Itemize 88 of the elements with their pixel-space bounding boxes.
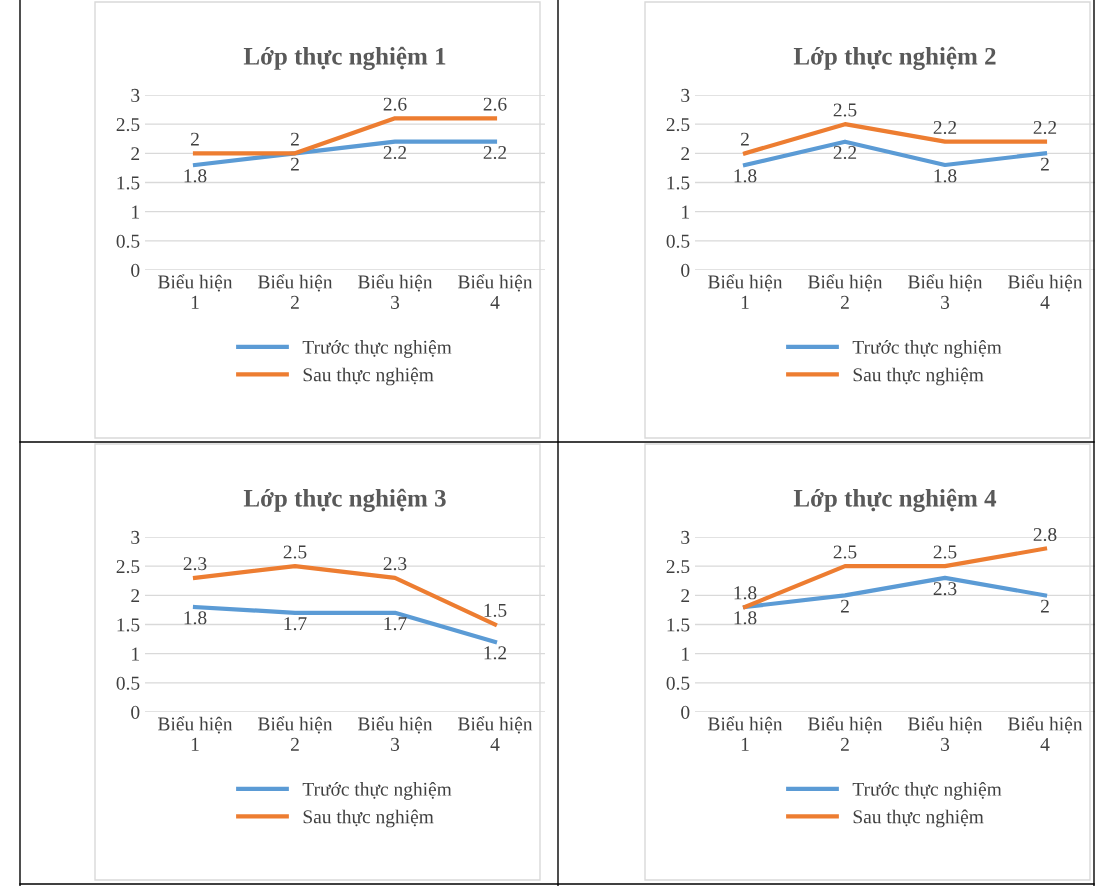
y-tick-label: 0 (681, 263, 690, 277)
y-tick-label: 3 (681, 88, 690, 102)
x-tick-label: Biểu hiện 2 (808, 274, 883, 309)
data-label: 1.8 (184, 611, 207, 625)
x-tick-label: Biểu hiện 3 (908, 716, 983, 751)
data-label: 2 (290, 157, 299, 171)
chart-title: Lớp thực nghiệm 2 (793, 46, 996, 70)
data-label: 1.2 (484, 646, 507, 660)
x-tick-label: Biểu hiện 3 (908, 274, 983, 309)
data-label: 2 (840, 599, 849, 613)
y-tick-label: 2.5 (116, 560, 140, 574)
y-tick-label: 0.5 (116, 676, 140, 690)
y-tick-label: 1.5 (117, 618, 140, 632)
data-label: 2 (740, 132, 749, 146)
data-label: 1.5 (484, 603, 507, 617)
data-label: 2 (1040, 599, 1049, 613)
x-tick-label: Biểu hiện 4 (458, 716, 533, 751)
y-tick-label: 1.5 (117, 176, 140, 190)
y-tick-label: 2.5 (666, 118, 690, 132)
y-tick-label: 0 (681, 705, 690, 719)
data-label: 2.6 (383, 97, 407, 111)
y-tick-label: 2 (681, 589, 690, 603)
data-label: 2.2 (833, 145, 857, 160)
y-tick-label: 0 (131, 705, 140, 719)
x-tick-label: Biểu hiện 2 (808, 716, 883, 751)
data-label: 1.7 (384, 617, 407, 631)
y-tick-label: 0.5 (116, 234, 140, 248)
data-label: 1.8 (734, 586, 757, 600)
data-label: 2.2 (1033, 120, 1057, 135)
data-label: 2.6 (483, 97, 507, 111)
legend-label: Sau thực nghiệm (303, 809, 434, 828)
data-label: 1.7 (284, 617, 307, 631)
chart-title: Lớp thực nghiệm 1 (243, 46, 446, 70)
y-tick-label: 2.5 (116, 118, 140, 132)
legend-label: Trước thực nghiệm (302, 782, 452, 800)
x-tick-label: Biểu hiện 3 (358, 274, 433, 309)
data-label: 2.3 (183, 557, 207, 571)
chart-title: Lớp thực nghiệm 3 (243, 488, 446, 512)
y-tick-label: 1 (132, 205, 139, 219)
data-label: 1.8 (734, 169, 757, 183)
x-tick-label: Biểu hiện 1 (158, 716, 233, 751)
y-tick-label: 0.5 (666, 676, 690, 690)
data-label: 2.5 (833, 545, 857, 559)
data-label: 2.5 (933, 545, 957, 559)
x-tick-label: Biểu hiện 4 (1008, 274, 1083, 309)
data-label: 1.8 (734, 611, 757, 625)
x-tick-label: Biểu hiện 2 (258, 716, 333, 751)
legend-label: Trước thực nghiệm (302, 340, 452, 358)
legend-label: Trước thực nghiệm (852, 782, 1002, 800)
x-tick-label: Biểu hiện 3 (358, 716, 433, 751)
x-tick-label: Biểu hiện 4 (1008, 716, 1083, 751)
legend-label: Sau thực nghiệm (853, 809, 984, 828)
y-tick-label: 3 (681, 530, 690, 544)
data-label: 1.8 (934, 169, 957, 183)
y-tick-label: 0.5 (666, 234, 690, 248)
y-tick-label: 3 (131, 88, 140, 102)
x-tick-label: Biểu hiện 4 (458, 274, 533, 309)
y-tick-label: 3 (131, 530, 140, 544)
x-tick-label: Biểu hiện 1 (708, 274, 783, 309)
legend-label: Sau thực nghiệm (853, 367, 984, 386)
data-label: 2.3 (383, 557, 407, 571)
chart-title: Lớp thực nghiệm 4 (793, 488, 997, 512)
y-tick-label: 2.5 (666, 560, 690, 574)
x-tick-label: Biểu hiện 1 (708, 716, 783, 751)
y-tick-label: 1.5 (667, 618, 690, 632)
data-label: 2.8 (1033, 527, 1057, 542)
data-label: 2.2 (383, 145, 407, 160)
y-tick-label: 1 (682, 205, 689, 219)
data-label: 2.2 (483, 145, 507, 160)
y-tick-label: 2 (681, 147, 690, 161)
data-label: 2.5 (833, 103, 857, 117)
y-tick-label: 0 (131, 263, 140, 277)
legend-label: Trước thực nghiệm (852, 340, 1002, 358)
data-label: 1.8 (184, 169, 207, 183)
x-tick-label: Biểu hiện 2 (258, 274, 333, 309)
y-tick-label: 1 (682, 647, 689, 661)
y-tick-label: 2 (131, 147, 140, 161)
data-label: 2.2 (933, 120, 957, 135)
x-tick-label: Biểu hiện 1 (158, 274, 233, 309)
data-label: 2 (290, 132, 299, 146)
data-label: 2 (1040, 157, 1049, 171)
data-label: 2.3 (933, 582, 957, 596)
data-label: 2.5 (283, 545, 307, 559)
data-label: 2 (190, 132, 199, 146)
y-tick-label: 1 (132, 647, 139, 661)
y-tick-label: 1.5 (667, 176, 690, 190)
y-tick-label: 2 (131, 589, 140, 603)
legend-label: Sau thực nghiệm (303, 367, 434, 386)
